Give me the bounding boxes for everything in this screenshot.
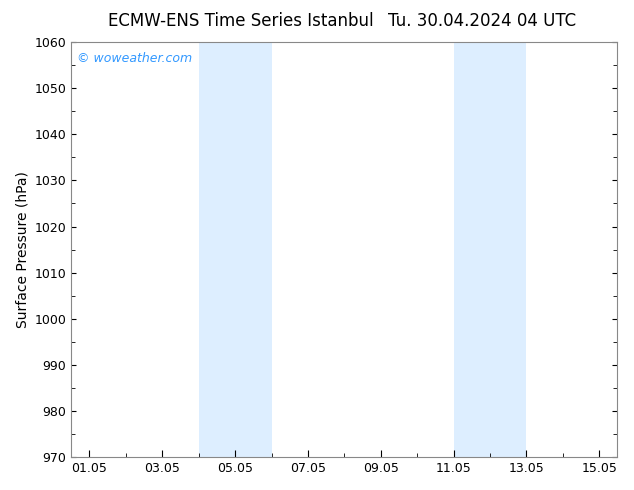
Text: © woweather.com: © woweather.com [77,52,192,66]
Y-axis label: Surface Pressure (hPa): Surface Pressure (hPa) [15,171,29,328]
Bar [198,42,271,457]
Text: ECMW-ENS Time Series Istanbul: ECMW-ENS Time Series Istanbul [108,12,373,30]
Bar [453,42,526,457]
Text: Tu. 30.04.2024 04 UTC: Tu. 30.04.2024 04 UTC [388,12,576,30]
